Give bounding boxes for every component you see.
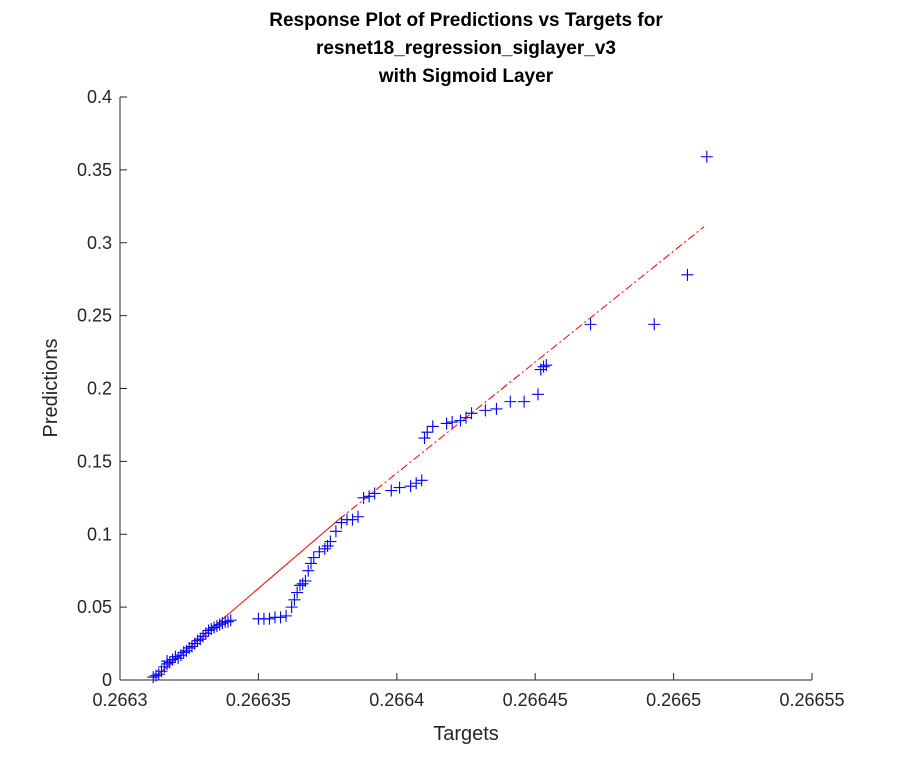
data-point	[700, 150, 713, 163]
chart-title-line-3: with Sigmoid Layer	[378, 66, 554, 87]
x-tick-label: 0.26645	[503, 690, 568, 710]
data-points	[147, 150, 713, 684]
data-point	[346, 513, 359, 526]
data-point	[418, 432, 431, 445]
data-point	[537, 360, 550, 373]
data-point	[302, 564, 315, 577]
data-point	[172, 652, 185, 665]
data-point	[329, 525, 342, 538]
axes: 0.2663 0.26635 0.2664 0.26645 0.2665 0.26655 0…	[77, 87, 845, 710]
data-point	[504, 395, 517, 408]
y-tick-label: 0.35	[77, 160, 112, 180]
data-point	[163, 656, 176, 669]
data-point	[415, 474, 428, 487]
data-point	[213, 618, 226, 631]
data-point	[479, 404, 492, 417]
data-point	[363, 490, 376, 503]
data-point	[426, 420, 439, 433]
data-point	[404, 480, 417, 493]
data-point	[208, 621, 221, 634]
data-point	[446, 416, 459, 429]
data-point	[221, 615, 234, 628]
y-tick-label: 0.05	[77, 597, 112, 617]
data-point	[318, 542, 331, 555]
data-point	[288, 593, 301, 606]
data-point	[291, 586, 304, 599]
data-point	[518, 395, 531, 408]
data-point	[648, 318, 661, 331]
data-point	[216, 617, 229, 630]
y-tick-label: 0.1	[87, 524, 112, 544]
data-point	[313, 545, 326, 558]
y-tick-label: 0	[102, 670, 112, 690]
x-tick-label: 0.2665	[646, 690, 701, 710]
data-point	[169, 650, 182, 663]
data-point	[307, 551, 320, 564]
data-point	[202, 624, 215, 637]
x-tick-label: 0.2664	[369, 690, 424, 710]
data-point	[161, 655, 174, 668]
data-point	[490, 402, 503, 415]
data-point	[540, 359, 553, 372]
data-point	[147, 671, 160, 684]
y-axis-label: Predictions	[40, 339, 62, 438]
data-point	[194, 633, 207, 646]
data-point	[285, 601, 298, 614]
chart-title-line-1: Response Plot of Predictions vs Targets …	[269, 10, 663, 31]
data-point	[410, 477, 423, 490]
data-point	[324, 535, 337, 548]
data-point	[584, 318, 597, 331]
data-point	[224, 614, 237, 627]
data-point	[393, 481, 406, 494]
data-point	[210, 620, 223, 633]
y-tick-label: 0.3	[87, 233, 112, 253]
data-point	[205, 622, 218, 635]
fit-line-dashdot	[338, 226, 705, 521]
y-tick-label: 0.15	[77, 451, 112, 471]
data-point	[440, 417, 453, 430]
data-point	[185, 640, 198, 653]
data-point	[385, 484, 398, 497]
data-point	[357, 491, 370, 504]
y-tick-label: 0.2	[87, 379, 112, 399]
data-point	[352, 510, 365, 523]
data-point	[274, 611, 287, 624]
data-point	[335, 516, 348, 529]
data-point	[197, 630, 210, 643]
data-point	[263, 612, 276, 625]
data-point	[531, 388, 544, 401]
x-tick-label: 0.26635	[226, 690, 291, 710]
data-point	[465, 407, 478, 420]
data-point	[421, 426, 434, 439]
x-axis-label: Targets	[433, 723, 499, 745]
data-point	[368, 487, 381, 500]
data-point	[454, 414, 467, 427]
data-point	[280, 609, 293, 622]
data-point	[152, 668, 165, 681]
data-point	[166, 653, 179, 666]
data-point	[304, 557, 317, 570]
data-point	[296, 577, 309, 590]
data-point	[681, 268, 694, 281]
y-tick-label: 0.25	[77, 306, 112, 326]
y-tick-label: 0.4	[87, 87, 112, 107]
x-tick-label: 0.2663	[92, 690, 147, 710]
chart-title-line-2: resnet18_regression_siglayer_v3	[316, 38, 616, 59]
x-tick-label: 0.26655	[779, 690, 844, 710]
data-point	[299, 574, 312, 587]
